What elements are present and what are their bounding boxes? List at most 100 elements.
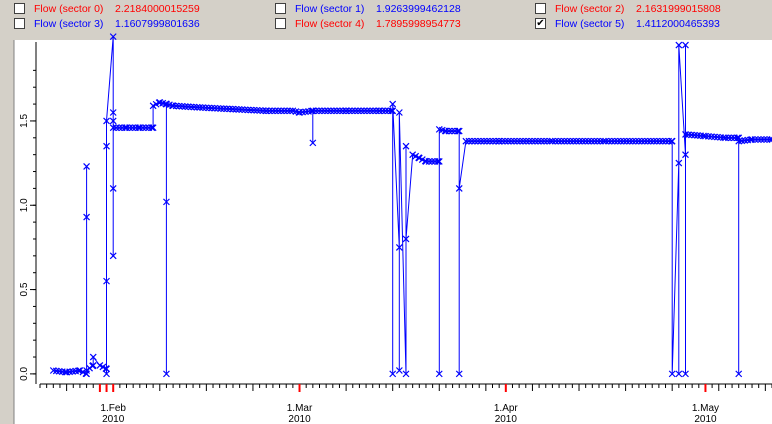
legend-checkbox-sector-3[interactable]	[14, 18, 25, 29]
data-point	[75, 367, 83, 375]
data-point	[384, 107, 392, 115]
data-point	[537, 137, 545, 145]
data-point	[348, 107, 356, 115]
data-point	[650, 137, 658, 145]
data-point	[274, 107, 282, 115]
data-point	[431, 157, 439, 165]
data-point	[109, 117, 117, 125]
data-point	[109, 33, 117, 41]
data-point	[381, 107, 389, 115]
data-point	[516, 137, 524, 145]
data-point	[768, 136, 772, 143]
legend-checkbox-sector-4[interactable]	[275, 18, 286, 29]
x-tick-year-label: 2010	[694, 414, 717, 424]
data-point	[602, 137, 610, 145]
data-point	[483, 137, 491, 145]
data-point	[455, 184, 463, 192]
data-point	[611, 137, 619, 145]
data-point	[489, 137, 497, 145]
data-point	[675, 159, 683, 167]
data-point	[653, 137, 661, 145]
data-point	[682, 41, 689, 49]
data-point	[596, 137, 604, 145]
data-point	[638, 137, 646, 145]
data-point	[730, 134, 738, 142]
data-point	[402, 370, 410, 378]
legend-checkbox-sector-5[interactable]: ✔	[535, 18, 546, 29]
legend-value-sector-4: 1.7895998954773	[376, 18, 461, 30]
data-point	[425, 157, 433, 165]
legend-label-sector-1: Flow (sector 1)	[295, 3, 365, 15]
y-tick-label: 1.0	[19, 198, 30, 212]
data-point	[608, 137, 616, 145]
data-point	[465, 137, 473, 145]
data-point	[333, 107, 341, 115]
data-point	[724, 134, 732, 142]
data-point	[83, 213, 91, 221]
data-point	[760, 136, 768, 143]
data-point	[102, 365, 110, 372]
data-point	[590, 137, 598, 145]
data-point	[474, 137, 482, 145]
data-point	[763, 136, 771, 143]
data-point	[387, 107, 395, 115]
data-point	[593, 137, 601, 145]
data-point	[647, 137, 655, 145]
data-point	[103, 117, 110, 125]
data-point	[389, 100, 397, 108]
data-point	[471, 137, 479, 145]
data-point	[109, 109, 117, 116]
data-point	[118, 124, 126, 132]
data-point	[477, 137, 485, 145]
y-axis: 0.0 0.5 1.0 1.5	[19, 42, 37, 384]
data-point	[83, 163, 91, 170]
legend-checkbox-sector-0[interactable]	[14, 3, 25, 14]
data-point	[372, 107, 380, 115]
data-point	[250, 106, 258, 114]
legend-value-sector-0: 2.2184000015259	[115, 3, 200, 15]
data-point	[129, 124, 136, 132]
data-point	[572, 137, 580, 145]
data-point	[395, 109, 403, 116]
data-point	[139, 124, 147, 132]
data-point	[103, 370, 110, 378]
data-point	[435, 370, 443, 378]
data-point	[551, 137, 559, 145]
data-point	[584, 137, 592, 145]
data-point	[89, 353, 97, 361]
x-tick-year-label: 2010	[288, 414, 311, 424]
legend-label-sector-4: Flow (sector 4)	[295, 18, 365, 30]
x-tick-label: 1.Feb	[100, 403, 126, 414]
data-point	[369, 107, 377, 115]
data-point	[644, 137, 652, 145]
data-point	[448, 127, 456, 135]
data-point	[327, 107, 335, 115]
legend-checkbox-sector-1[interactable]	[275, 3, 286, 14]
data-point	[507, 137, 515, 145]
data-point	[501, 137, 509, 145]
data-point	[286, 107, 294, 115]
data-point	[395, 243, 403, 251]
legend-value-sector-5: 1.4112000465393	[636, 18, 720, 30]
data-point	[354, 107, 362, 115]
data-point	[283, 107, 291, 115]
data-point	[315, 107, 323, 115]
data-point	[668, 370, 676, 378]
data-point	[620, 137, 628, 145]
legend-checkbox-sector-2[interactable]	[535, 3, 546, 14]
data-point	[581, 137, 589, 145]
data-point	[635, 137, 643, 145]
data-point	[540, 137, 548, 145]
data-point	[462, 137, 470, 145]
data-point	[757, 136, 765, 143]
data-point	[510, 137, 518, 145]
data-point	[522, 137, 530, 145]
data-point	[271, 107, 279, 115]
data-point	[735, 370, 743, 378]
data-point	[513, 137, 521, 145]
data-point	[626, 137, 634, 145]
data-point	[566, 137, 574, 145]
data-point	[109, 184, 117, 192]
x-tick-year-label: 2010	[102, 414, 125, 424]
